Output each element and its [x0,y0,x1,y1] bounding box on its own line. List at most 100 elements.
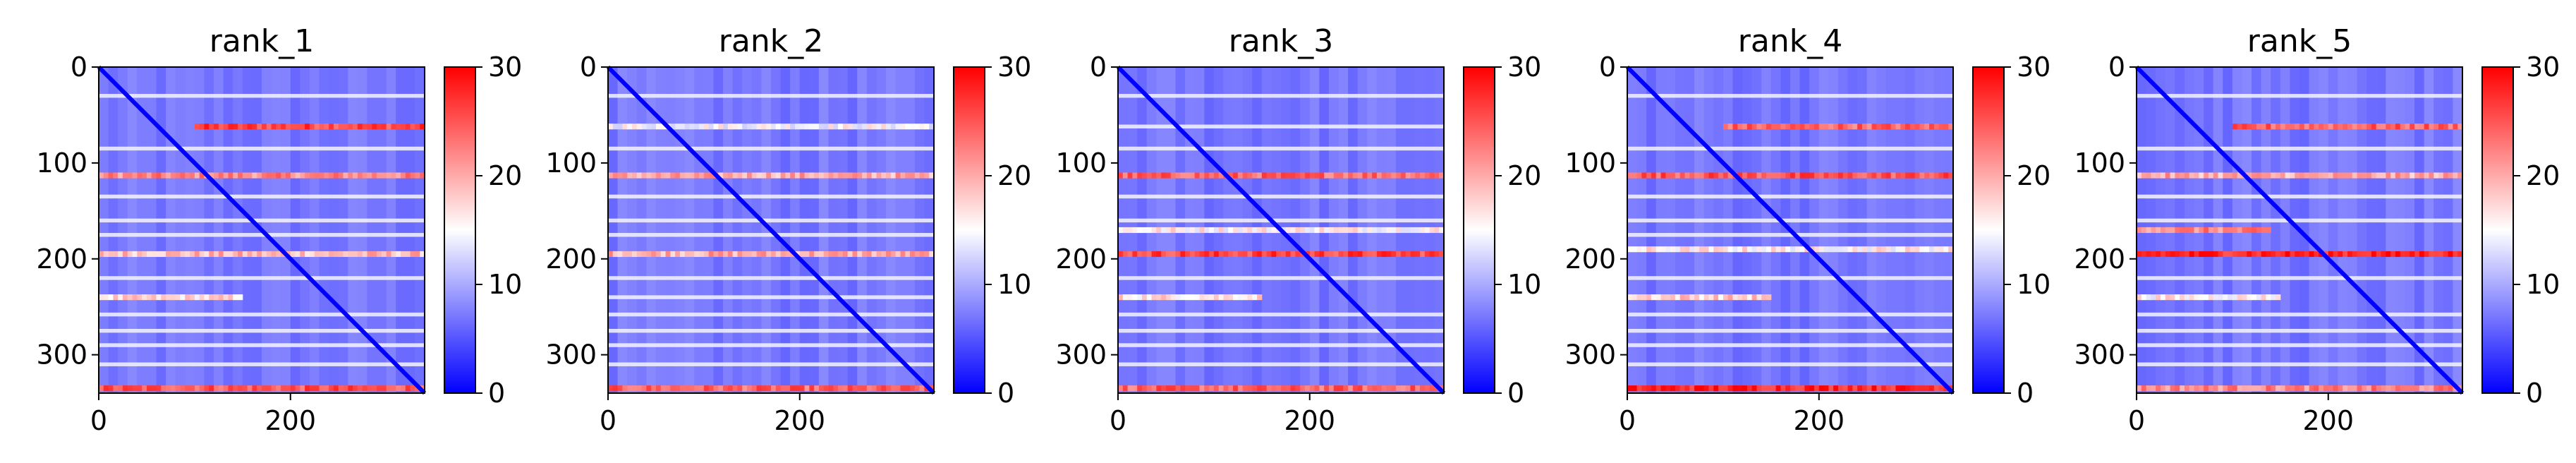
colorbar-tick-label: 20 [997,160,1031,191]
heatmap-red-band [2323,124,2329,130]
heatmap-red-band [1943,172,1949,179]
heatmap-red-band [2194,227,2199,234]
heatmap-red-band [353,385,358,392]
heatmap-red-band [1823,385,1829,392]
heatmap-red-band [723,124,729,130]
heatmap-red-band [2237,251,2242,258]
heatmap-red-band [1938,246,1944,253]
heatmap-red-band [2299,385,2305,392]
heatmap-red-band [180,294,186,301]
heatmap-red-band [1876,124,1882,130]
heatmap-red-band [1309,251,1316,258]
heatmap-red-band [866,385,873,392]
heatmap-red-band [1185,172,1191,179]
heatmap-red-band [1703,172,1709,179]
heatmap-red-band [651,251,657,258]
heatmap-red-band [1213,294,1220,301]
heatmap-red-band [401,385,406,392]
heatmap-red-band [1900,385,1906,392]
y-tick-label: 0 [2108,52,2125,83]
heatmap-red-band [1261,172,1268,179]
heatmap-red-band [1751,172,1757,179]
heatmap-red-band [2395,124,2401,130]
heatmap-red-band [2137,385,2142,392]
heatmap-red-band [396,385,401,392]
heatmap-red-band [627,172,633,179]
heatmap-red-band [367,251,372,258]
heatmap-red-band [1828,124,1834,130]
heatmap-red-band [2266,294,2271,301]
heatmap-red-band [1257,385,1263,392]
heatmap-red-band [660,172,667,179]
heatmap-red-band [655,124,662,130]
chart-title: rank_4 [1738,23,1842,59]
heatmap-red-band [1871,385,1877,392]
heatmap-red-band [1420,251,1426,258]
heatmap-red-band [2276,251,2281,258]
heatmap-red-band [2261,172,2266,179]
heatmap-red-band [223,294,229,301]
heatmap-red-band [1141,294,1148,301]
heatmap-red-band [1746,124,1753,130]
heatmap-red-band [333,385,339,392]
heatmap-red-band [401,172,406,179]
heatmap-red-band [866,172,873,179]
heatmap-red-band [1933,385,1940,392]
heatmap-red-band [247,385,253,392]
heatmap-white-band [608,94,934,98]
heatmap-red-band [1871,246,1877,253]
heatmap-red-band [185,294,190,301]
heatmap-red-band [708,251,714,258]
heatmap-red-band [703,385,710,392]
heatmap-red-band [2151,385,2156,392]
heatmap-red-band [1367,251,1373,258]
heatmap-red-band [353,172,358,179]
heatmap-red-band [914,124,921,130]
heatmap-red-band [2410,124,2415,130]
heatmap-red-band [2367,385,2372,392]
colorbar-tick-label: 20 [1507,160,1541,191]
heatmap-red-band [1420,385,1426,392]
heatmap-red-band [929,124,935,130]
heatmap-red-band [1257,251,1263,258]
heatmap-red-band [2390,124,2396,130]
heatmap-red-band [857,385,863,392]
heatmap-red-band [1770,246,1777,253]
heatmap-red-band [1828,172,1834,179]
heatmap-red-band [1857,124,1863,130]
heatmap-red-band [766,124,772,130]
heatmap-red-band [1434,251,1440,258]
heatmap-red-band [617,172,623,179]
heatmap-red-band [1713,385,1719,392]
heatmap-red-band [651,385,657,392]
heatmap-red-band [190,385,195,392]
heatmap-red-band [1651,172,1657,179]
heatmap-red-band [2333,172,2338,179]
colorbar-tick-label: 20 [2526,160,2560,191]
heatmap-red-band [1204,385,1210,392]
heatmap-red-band [1627,172,1633,179]
heatmap-red-band [1646,246,1652,253]
heatmap-red-band [631,124,638,130]
heatmap-red-band [794,385,801,392]
heatmap-red-band [737,172,743,179]
heatmap-red-band [1804,172,1810,179]
heatmap-red-band [785,385,791,392]
heatmap-red-band [1914,246,1920,253]
heatmap-red-band [314,172,320,179]
heatmap-red-band [2381,172,2386,179]
heatmap-red-band [684,385,690,392]
heatmap-red-band [99,251,104,258]
heatmap-red-band [1790,124,1796,130]
heatmap-red-band [751,251,758,258]
heatmap-red-band [1156,385,1162,392]
heatmap-red-band [1766,385,1772,392]
heatmap-red-band [108,172,114,179]
colorbar [1463,66,1495,394]
heatmap-red-band [1396,227,1402,234]
heatmap-red-band [362,172,367,179]
heatmap-red-band [1314,251,1320,258]
heatmap-red-band [396,251,401,258]
heatmap-red-band [2266,227,2271,234]
